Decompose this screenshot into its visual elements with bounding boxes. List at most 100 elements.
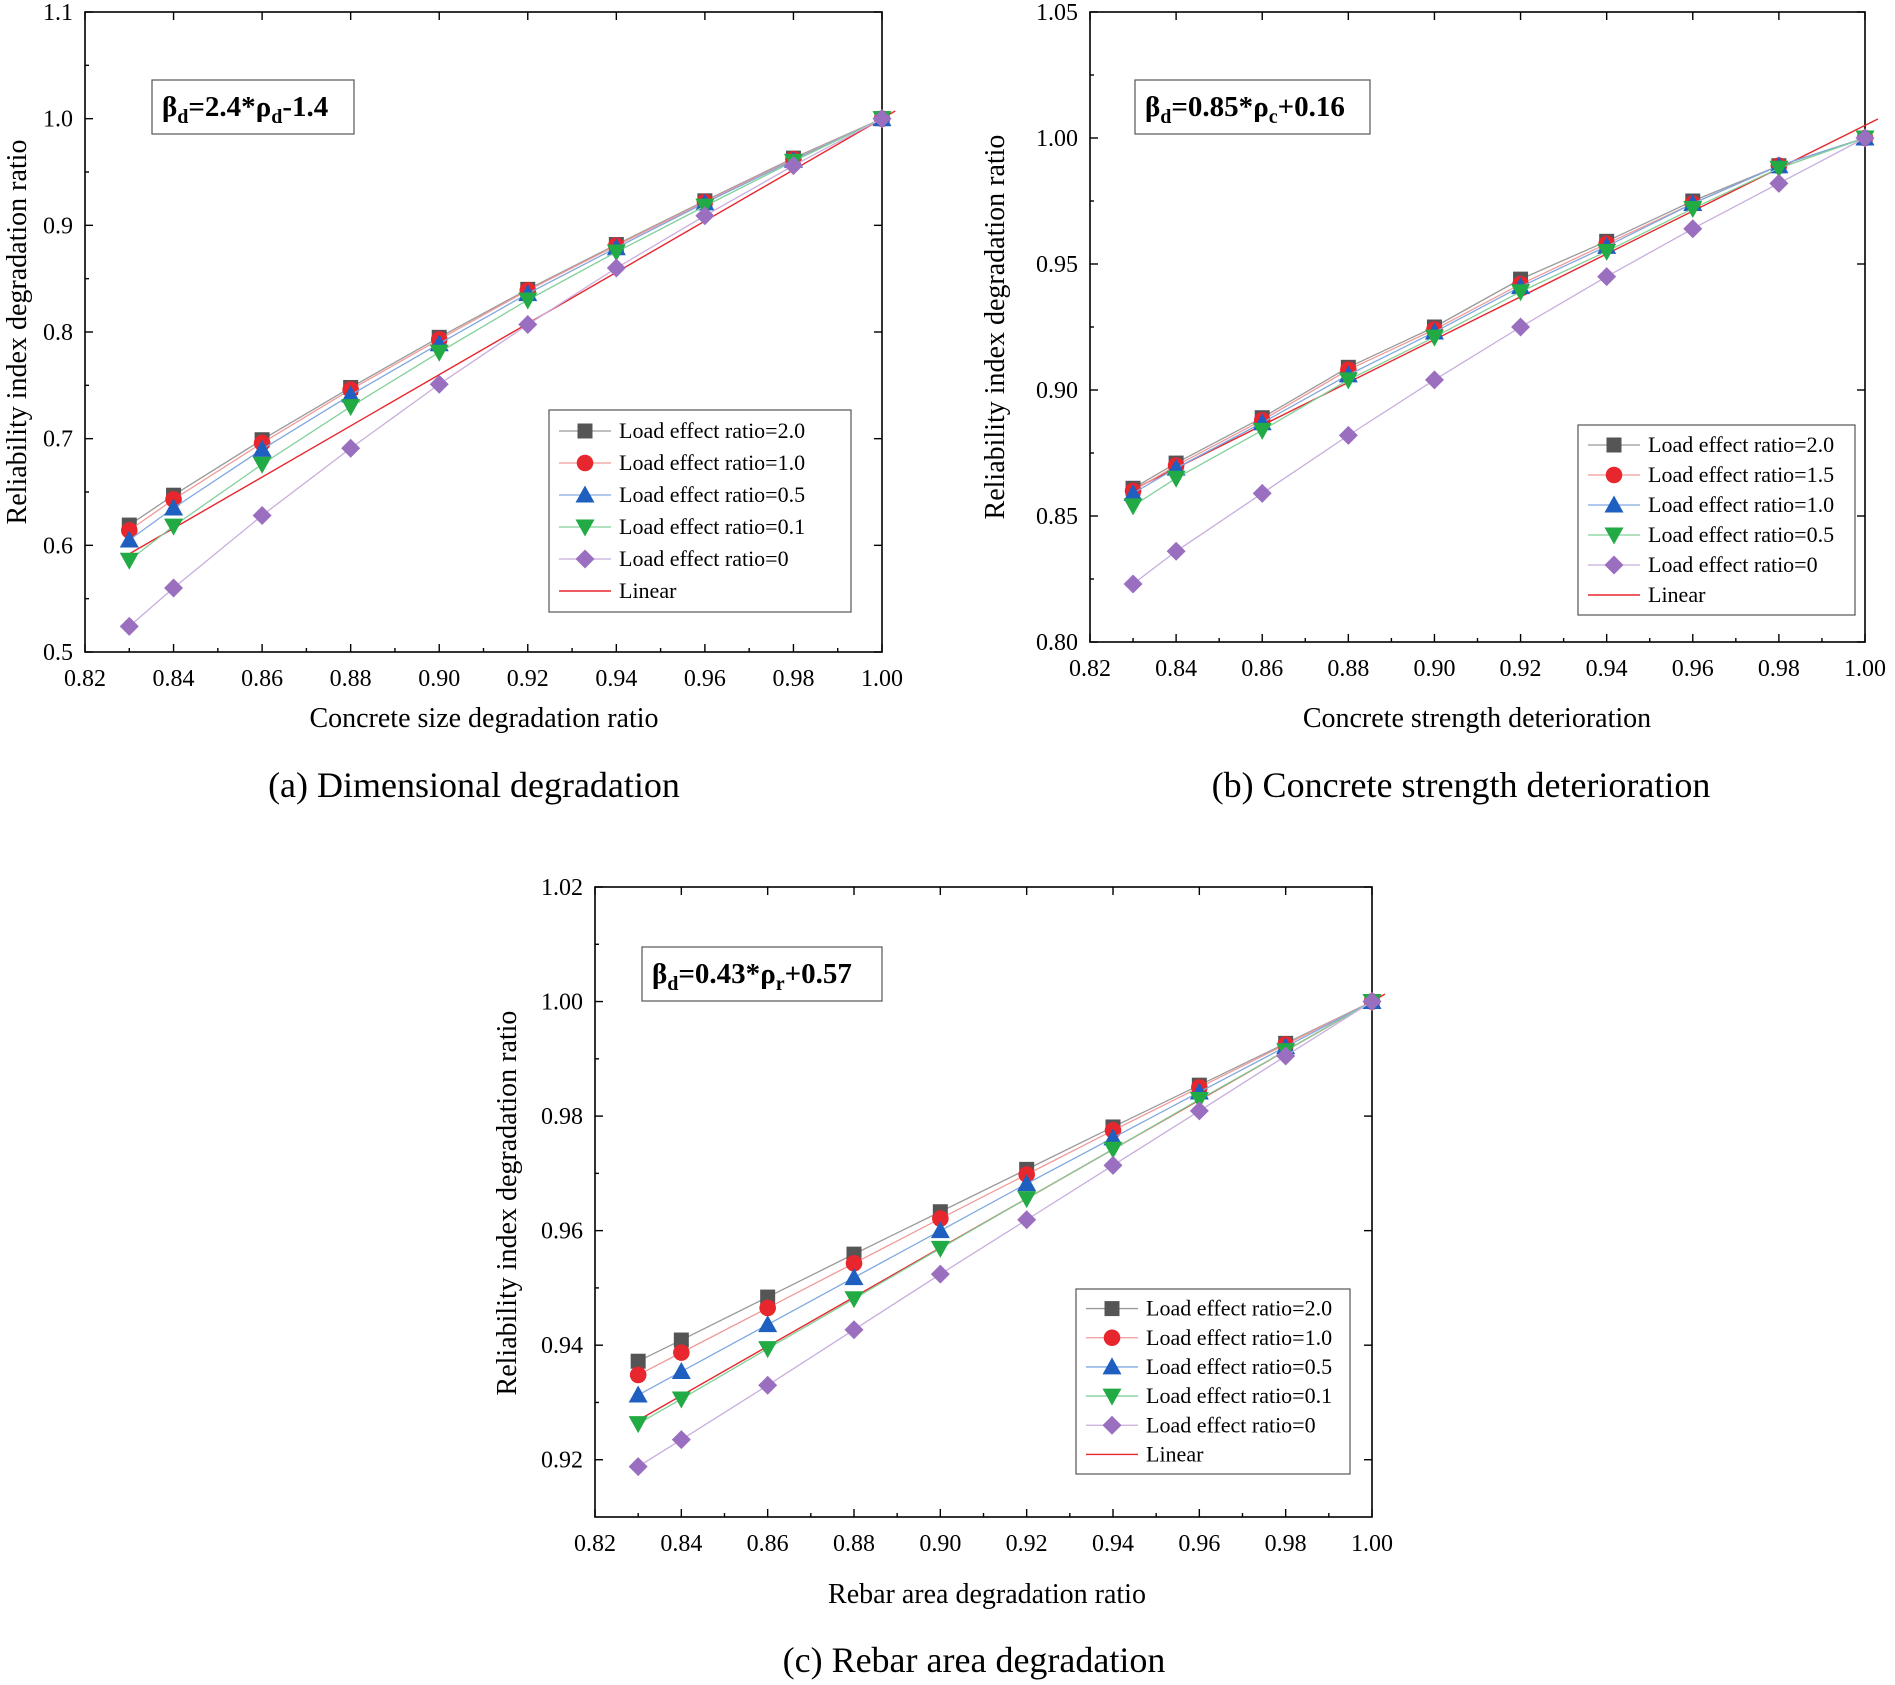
x-tick-label: 0.86 — [1241, 656, 1283, 682]
data-point — [1252, 483, 1272, 503]
data-point — [1103, 1155, 1123, 1175]
y-tick-label: 1.05 — [1036, 0, 1078, 26]
x-axis-title: Concrete size degradation ratio — [309, 703, 658, 734]
y-tick-label: 0.5 — [43, 640, 73, 666]
series-line — [1132, 137, 1866, 585]
x-tick-label: 0.82 — [574, 1531, 616, 1557]
data-point — [1683, 219, 1703, 239]
x-tick-label: 0.94 — [595, 666, 637, 692]
legend-frame — [1075, 1288, 1351, 1475]
data-point — [1769, 160, 1789, 178]
legend: Load effect ratio=2.0 Load effect ratio=1… — [548, 409, 852, 613]
data-point — [1424, 329, 1444, 347]
data-point — [252, 456, 272, 474]
data-point — [628, 1416, 648, 1434]
data-point — [628, 1385, 648, 1403]
legend-marker — [1102, 1388, 1122, 1406]
data-point — [1338, 425, 1358, 445]
legend-item: Load effect ratio=0 — [1086, 1412, 1316, 1437]
data-point — [673, 1332, 689, 1348]
panel-caption: (a) Dimensional degradation — [268, 765, 680, 805]
legend-marker — [1604, 527, 1624, 545]
chart-panel-a: 0.82 0.84 0.86 0.88 0.90 0.92 0.94 0.96 0.98 1.00… — [2, 0, 903, 805]
x-tick-label: 1.00 — [861, 666, 903, 692]
x-tick-label: 0.98 — [772, 666, 814, 692]
data-point — [1017, 1174, 1037, 1192]
series-load-effect-ratio-0 — [628, 992, 1382, 1477]
y-tick-label: 0.92 — [541, 1448, 583, 1474]
data-point — [119, 616, 139, 636]
y-tick-label: 0.96 — [541, 1219, 583, 1245]
data-point — [606, 258, 626, 278]
legend-frame — [1577, 424, 1856, 616]
y-tick-label: 0.80 — [1036, 630, 1078, 656]
series-line — [1132, 137, 1866, 489]
y-axis-title: Reliability index degradation ratio — [980, 135, 1011, 520]
equation-text: βd=0.85*ρc+0.16 — [1145, 91, 1345, 128]
x-tick-label: 0.88 — [1327, 656, 1369, 682]
data-point — [695, 206, 715, 226]
legend-label: Load effect ratio=0.1 — [619, 514, 805, 539]
legend-frame — [548, 409, 852, 613]
x-tick-label: 0.82 — [1069, 656, 1111, 682]
data-point — [673, 1344, 690, 1361]
y-tick-label: 0.85 — [1036, 504, 1078, 530]
series-load-effect-ratio-0-1 — [628, 994, 1382, 1434]
data-point — [758, 1341, 778, 1359]
legend-label: Load effect ratio=2.0 — [1648, 432, 1834, 457]
y-tick-label: 0.90 — [1036, 378, 1078, 404]
series-line — [637, 1000, 1373, 1425]
data-point — [341, 385, 361, 403]
x-tick-label: 1.00 — [1351, 1531, 1393, 1557]
data-point — [1855, 128, 1875, 148]
x-tick-label: 0.84 — [153, 666, 195, 692]
series-line — [637, 1000, 1373, 1468]
data-point — [1103, 1141, 1123, 1159]
legend-label: Load effect ratio=0 — [1648, 552, 1818, 577]
series-load-effect-ratio-0 — [1123, 128, 1875, 594]
legend-label: Load effect ratio=0.5 — [1648, 522, 1834, 547]
data-point — [1511, 284, 1531, 302]
legend-marker — [576, 454, 594, 472]
data-point — [341, 399, 361, 417]
series-line — [1132, 137, 1866, 507]
data-point — [759, 1299, 776, 1317]
equation-frame — [641, 946, 883, 1002]
legend-marker — [1102, 1415, 1122, 1435]
y-tick-label: 0.98 — [541, 1104, 583, 1130]
x-tick-label: 0.84 — [660, 1531, 702, 1557]
data-point — [630, 1353, 646, 1369]
legend-item: Load effect ratio=0.5 — [1086, 1354, 1332, 1379]
data-point — [671, 1430, 691, 1450]
data-point — [1597, 267, 1617, 287]
data-point — [164, 518, 184, 536]
y-tick-label: 1.0 — [43, 107, 73, 133]
data-point — [1123, 498, 1143, 516]
data-point — [930, 1221, 950, 1239]
x-axis-title: Concrete strength deterioration — [1303, 703, 1651, 734]
equation-frame — [151, 79, 355, 135]
series-line — [637, 1000, 1373, 1376]
legend-item: Load effect ratio=0 — [559, 546, 789, 571]
legend-item-linear: Linear — [1086, 1441, 1204, 1466]
data-point — [518, 315, 538, 335]
legend-label: Linear — [1146, 1441, 1204, 1466]
legend-marker — [1103, 1329, 1121, 1347]
x-tick-label: 0.96 — [1672, 656, 1714, 682]
x-tick-label: 0.98 — [1265, 1531, 1307, 1557]
y-tick-label: 0.94 — [541, 1333, 583, 1359]
data-point — [1769, 173, 1789, 193]
series-line — [637, 1000, 1373, 1362]
legend-label: Load effect ratio=1.0 — [1648, 492, 1834, 517]
y-tick-label: 0.95 — [1036, 252, 1078, 278]
x-tick-label: 0.86 — [747, 1531, 789, 1557]
data-point — [252, 439, 272, 457]
legend-item: Load effect ratio=0.1 — [1086, 1383, 1332, 1408]
series-line — [128, 118, 883, 526]
data-point — [1424, 370, 1444, 390]
legend-label: Load effect ratio=1.5 — [1648, 462, 1834, 487]
x-tick-label: 0.90 — [1413, 656, 1455, 682]
legend-marker — [575, 485, 595, 503]
data-point — [758, 1375, 778, 1395]
data-point — [671, 1362, 691, 1380]
